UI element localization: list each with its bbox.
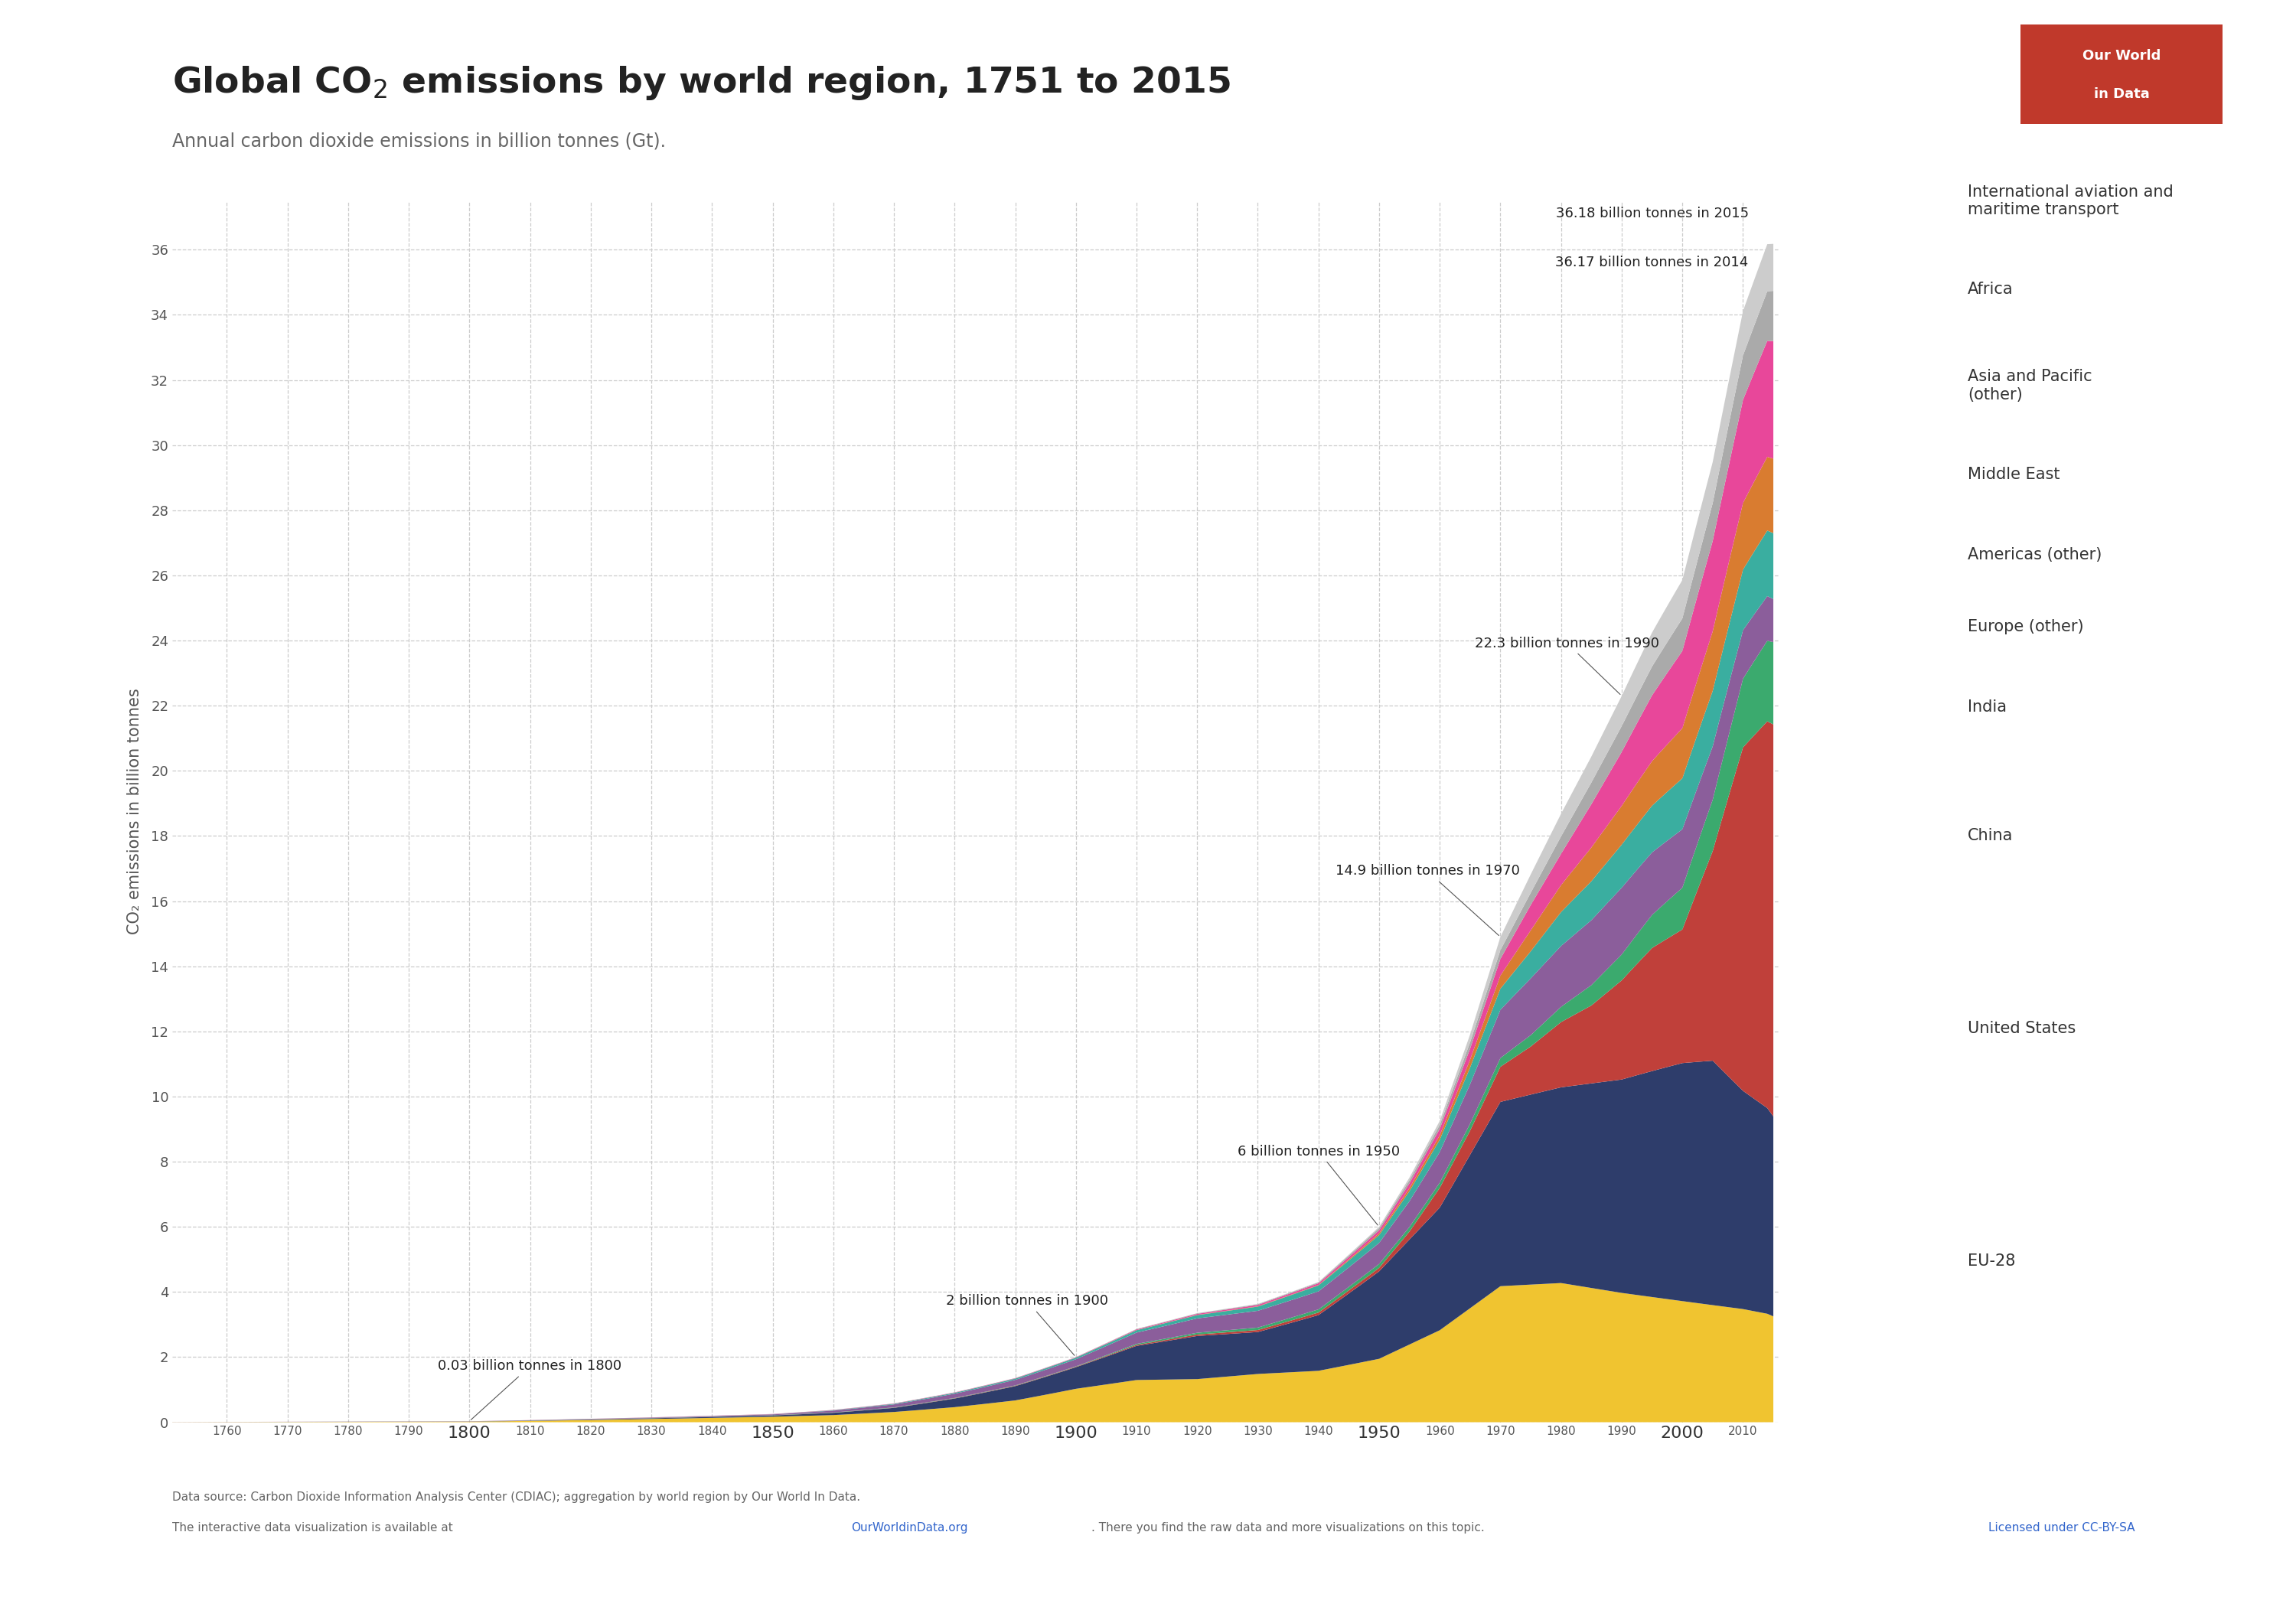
Text: India: India xyxy=(1968,699,2007,715)
Text: Annual carbon dioxide emissions in billion tonnes (Gt).: Annual carbon dioxide emissions in billi… xyxy=(172,132,666,149)
Text: Licensed under CC-BY-SA: Licensed under CC-BY-SA xyxy=(1988,1522,2135,1533)
Text: United States: United States xyxy=(1968,1020,2076,1037)
Text: 22.3 billion tonnes in 1990: 22.3 billion tonnes in 1990 xyxy=(1474,636,1660,694)
Y-axis label: CO₂ emissions in billion tonnes: CO₂ emissions in billion tonnes xyxy=(126,688,142,935)
Text: 14.9 billion tonnes in 1970: 14.9 billion tonnes in 1970 xyxy=(1336,865,1520,935)
Text: The interactive data visualization is available at: The interactive data visualization is av… xyxy=(172,1522,457,1533)
Text: in Data: in Data xyxy=(2094,87,2149,101)
Text: 0.03 billion tonnes in 1800: 0.03 billion tonnes in 1800 xyxy=(439,1360,622,1421)
Text: Middle East: Middle East xyxy=(1968,466,2060,482)
Text: Asia and Pacific
(other): Asia and Pacific (other) xyxy=(1968,370,2092,402)
Text: Africa: Africa xyxy=(1968,281,2014,297)
Text: Global CO$_2$ emissions by world region, 1751 to 2015: Global CO$_2$ emissions by world region,… xyxy=(172,64,1231,101)
Text: EU-28: EU-28 xyxy=(1968,1253,2016,1270)
Text: 2 billion tonnes in 1900: 2 billion tonnes in 1900 xyxy=(946,1294,1109,1355)
Text: . There you find the raw data and more visualizations on this topic.: . There you find the raw data and more v… xyxy=(1091,1522,1483,1533)
Text: OurWorldinData.org: OurWorldinData.org xyxy=(852,1522,969,1533)
Text: 36.17 billion tonnes in 2014: 36.17 billion tonnes in 2014 xyxy=(1554,256,1750,268)
Text: 36.18 billion tonnes in 2015: 36.18 billion tonnes in 2015 xyxy=(1557,206,1750,220)
Text: Americas (other): Americas (other) xyxy=(1968,546,2101,562)
Text: Europe (other): Europe (other) xyxy=(1968,619,2085,635)
Text: International aviation and
maritime transport: International aviation and maritime tran… xyxy=(1968,185,2174,217)
Text: China: China xyxy=(1968,828,2014,844)
Text: Our World: Our World xyxy=(2082,50,2161,63)
Text: Data source: Carbon Dioxide Information Analysis Center (CDIAC); aggregation by : Data source: Carbon Dioxide Information … xyxy=(172,1491,861,1503)
Text: 6 billion tonnes in 1950: 6 billion tonnes in 1950 xyxy=(1238,1144,1401,1225)
